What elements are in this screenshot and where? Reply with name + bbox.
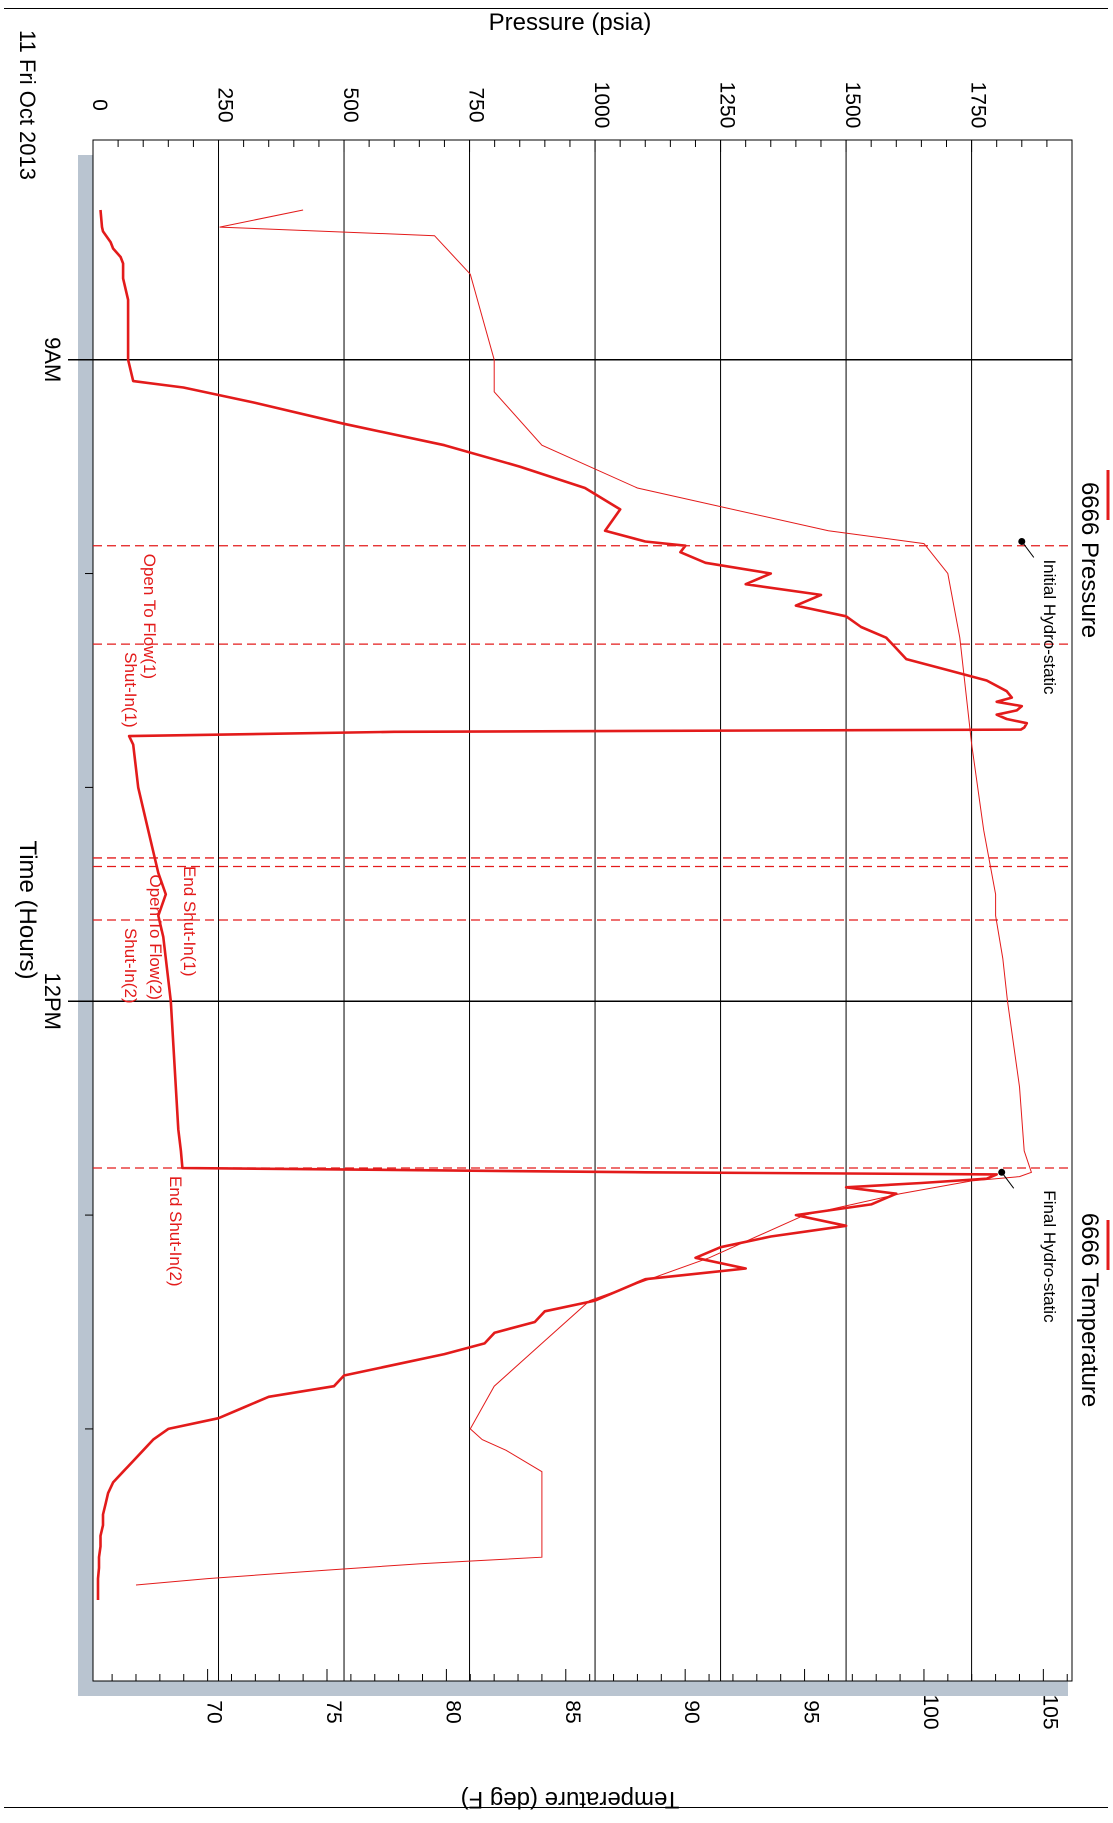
- pressure-axis-title: Pressure (psia): [489, 9, 652, 36]
- hydrostatic-label: Final Hydro-static: [1040, 1190, 1059, 1323]
- temperature-tick-label: 85: [561, 1700, 584, 1723]
- date-label: 11 Fri Oct 2013: [15, 30, 40, 180]
- hydrostatic-leader: [1021, 541, 1035, 558]
- legend-entry-label: 6666 Pressure: [1076, 482, 1103, 638]
- event-marker-label: Open To Flow(1): [140, 554, 159, 679]
- frame-border: [4, 8, 1108, 1808]
- event-marker-label: End Shut-In(1): [180, 866, 199, 977]
- pressure-series-line: [96, 209, 1029, 1600]
- time-tick-label: 12PM: [40, 972, 65, 1029]
- legend-entry-label: 6666 Temperature: [1076, 1213, 1103, 1407]
- series-layer: [93, 209, 1072, 1600]
- pressure-tick-label: 500: [339, 87, 362, 122]
- time-axis-title: Time (Hours): [14, 840, 41, 979]
- plot-shadow-left: [78, 155, 93, 1695]
- temperature-tick-label: 105: [1038, 1694, 1061, 1729]
- pressure-tick-label: 0: [88, 99, 111, 111]
- pressure-tick-label: 250: [214, 87, 237, 122]
- plot-shadow-bottom: [78, 1681, 1068, 1696]
- event-marker-label: Open To Flow(2): [146, 875, 165, 1000]
- time-tick-label: 9AM: [40, 337, 65, 382]
- pressure-tick-label: 1250: [716, 82, 739, 129]
- event-marker-label: Shut-In(2): [121, 928, 140, 1004]
- temperature-tick-label: 70: [203, 1700, 226, 1723]
- hydrostatic-label: Initial Hydro-static: [1040, 559, 1059, 695]
- temperature-tick-label: 95: [800, 1700, 823, 1723]
- event-marker-label: Shut-In(1): [121, 652, 140, 728]
- pressure-tick-label: 1500: [841, 82, 864, 129]
- pressure-tick-label: 750: [465, 87, 488, 122]
- labels-layer: 0 250 500 750 1000 1250 1500 1750 70 75 80 85 90 95 10…: [14, 9, 1110, 1813]
- hydrostatic-leader: [1001, 1172, 1015, 1189]
- temperature-axis-title: Temperature (deg F): [461, 1786, 680, 1813]
- pressure-tick-label: 1750: [967, 82, 990, 129]
- temperature-tick-label: 100: [919, 1694, 942, 1729]
- pressure-tick-label: 1000: [590, 82, 613, 129]
- plot-area: [92, 139, 1073, 1682]
- temperature-tick-label: 90: [680, 1700, 703, 1723]
- event-marker-label: End Shut-In(2): [166, 1176, 185, 1287]
- temperature-series-line: [135, 209, 1033, 1586]
- temperature-tick-label: 80: [441, 1700, 464, 1723]
- temperature-tick-label: 75: [322, 1700, 345, 1723]
- axes-layer: [68, 139, 1073, 1696]
